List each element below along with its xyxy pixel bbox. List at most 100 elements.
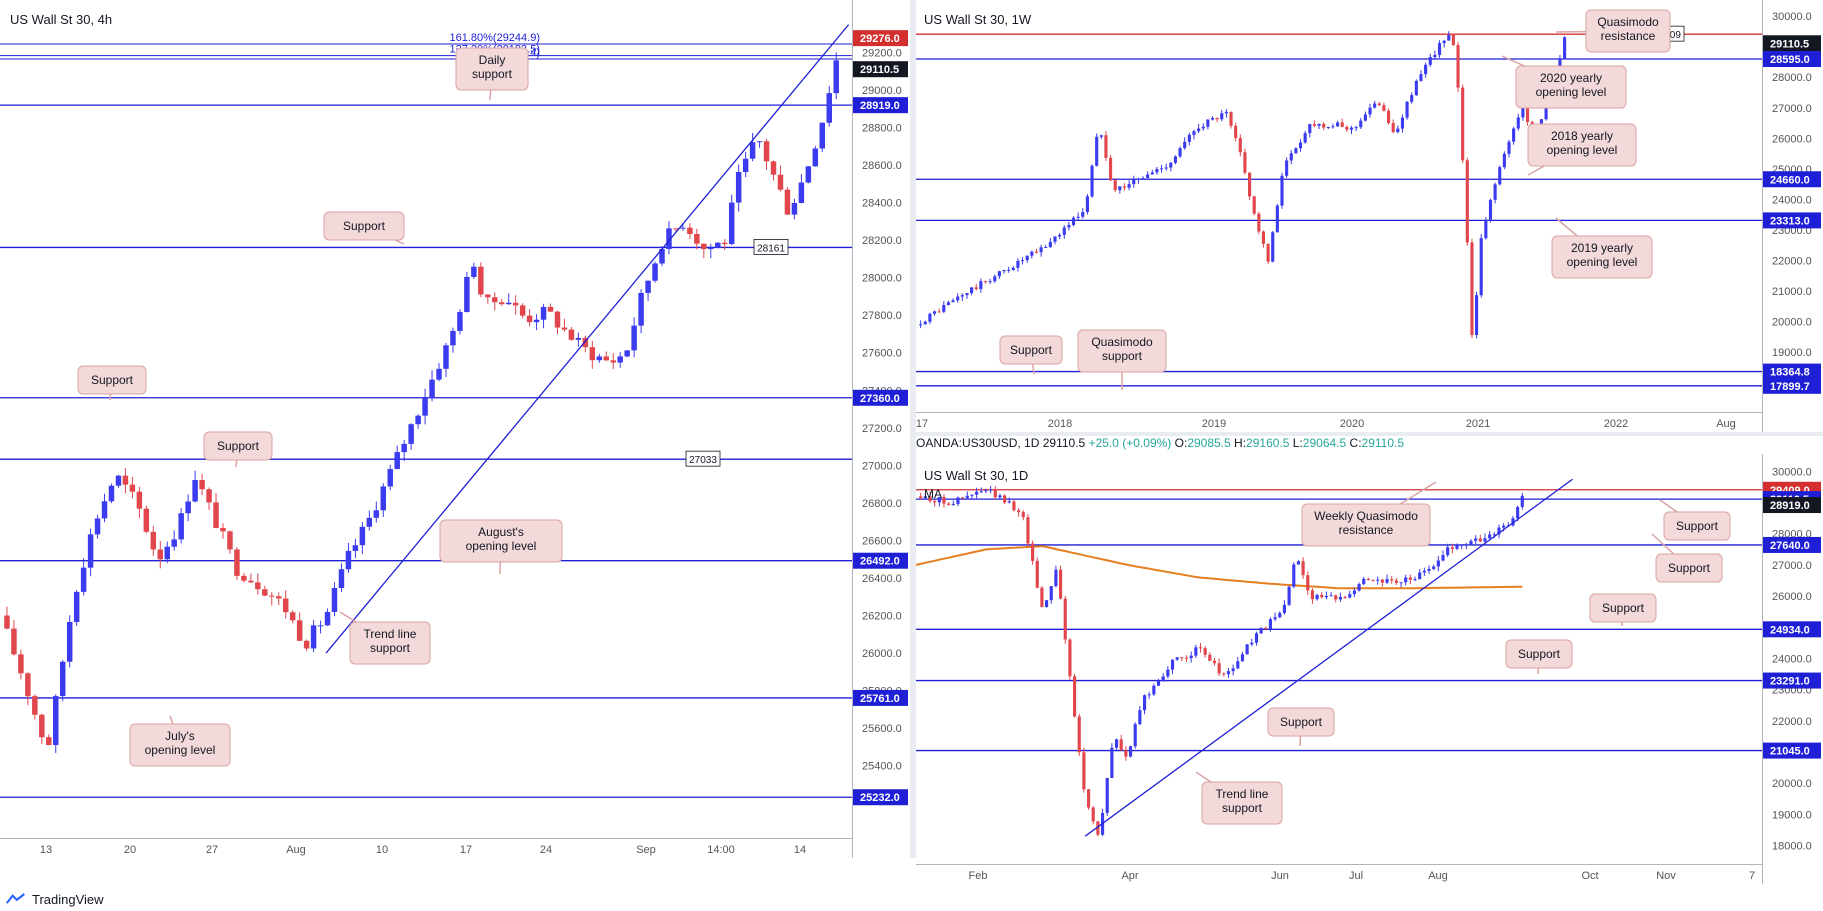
candle-body [269,595,275,597]
x-tick-label: Aug [286,844,306,856]
chart-4h-pane[interactable]: 25400.025600.025800.026000.026200.026400… [0,0,910,858]
candle-body [1150,172,1154,175]
ohlc-close-label: C: [1349,436,1362,450]
price-badge-label: 17899.7 [1770,381,1810,393]
callout-box [203,431,273,461]
candle-body [1017,510,1021,513]
candle-body [1275,205,1279,233]
chart-1w-title: US Wall St 30, 1W [924,12,1032,27]
chart-1d-title: US Wall St 30, 1D [924,468,1029,483]
candle-body [234,549,240,576]
candle-body [956,296,960,301]
candle-body [1521,108,1525,118]
price-badge-label: 25232.0 [860,792,900,804]
candle-body [784,189,791,215]
callout-box [1301,503,1431,547]
candle-body [1208,654,1212,661]
candle-body [970,494,974,496]
y-tick-label: 27200.0 [862,423,902,435]
candle-body [1254,633,1259,643]
candle-body [1128,746,1133,757]
candle-body [1362,578,1366,585]
candle-body [673,228,679,230]
candle-body [1563,37,1567,60]
price-badge-label: 18364.8 [1770,367,1810,379]
price-badge-label: 28919.0 [860,100,900,112]
annotation-callout: Support [1659,499,1731,541]
candle-body [331,588,338,612]
annotation-callout: Support [77,365,147,401]
candle-body [1146,174,1150,179]
callout-text: support [370,641,411,655]
candle-body [1331,126,1335,128]
callout-box [455,47,529,91]
callout-text: Support [217,439,260,453]
candle-body [1077,716,1081,753]
candle-body [1380,579,1384,583]
candle-body [94,518,101,535]
candle-body [136,491,143,509]
candle-body [1359,120,1363,128]
candle-body [960,295,964,297]
y-tick-label: 26000.0 [1772,591,1812,603]
vertical-divider [910,0,916,858]
candle-body [701,243,707,250]
candle-body [1127,184,1131,188]
chart-1d-pane[interactable]: 18000.019000.020000.021000.022000.023000… [916,454,1823,884]
candle-body [923,496,927,499]
tradingview-brand[interactable]: TradingView [6,890,104,908]
price-badge [1763,621,1821,638]
x-tick-label: 17 [916,418,928,430]
candle-body [1105,777,1109,813]
callout-text: Support [1280,715,1323,729]
y-tick-label: 28200.0 [862,235,902,247]
level-inline-label: 28161 [757,243,785,254]
candle-body [1133,724,1137,747]
candle-body [997,271,1001,277]
candle-body [1082,752,1086,790]
candle-body [1257,213,1261,232]
candle-body [73,591,80,622]
candle-body [582,337,589,348]
chart-1w-pane[interactable]: 18000.019000.020000.021000.022000.023000… [916,0,1823,432]
candle-body [1502,153,1506,168]
candle-body [1192,131,1196,135]
candle-body [970,287,974,294]
candle-body [554,311,561,328]
candle-body [1306,575,1310,591]
candle-body [171,539,177,547]
price-badge [853,30,908,47]
candle-body [1433,54,1437,58]
y-tick-label: 30000.0 [1772,466,1812,478]
candle-body [1479,238,1483,296]
candle-body [352,545,359,551]
candle-body [742,158,749,173]
symbol-name: OANDA:US30USD, 1D [916,436,1040,450]
candle-body [1460,544,1464,546]
candle-body [505,302,512,305]
candle-body [492,297,498,303]
candle-body [932,311,937,314]
candle-body [928,313,932,322]
candle-body [1292,564,1296,587]
candle-body [1441,555,1445,561]
callout-text: Support [1668,561,1711,575]
y-tick-label: 26800.0 [862,498,902,510]
candle-body [805,166,812,183]
candle-body [1391,123,1395,133]
x-tick-label: Oct [1581,870,1598,882]
callout-text: Support [343,219,386,233]
candle-body [1451,35,1455,46]
symbol-last-price: 29110.5 [1042,436,1086,450]
candle-body [1396,128,1400,133]
annotation-callout: Support [1651,533,1723,583]
price-badge-label: 29276.0 [860,33,900,45]
candle-body [1507,141,1511,154]
candle-body [1502,525,1506,528]
x-tick-label: 2021 [1466,418,1490,430]
candle-body [1303,133,1307,143]
candle-body [1096,821,1100,835]
price-badge-label: 24660.0 [1770,174,1810,186]
